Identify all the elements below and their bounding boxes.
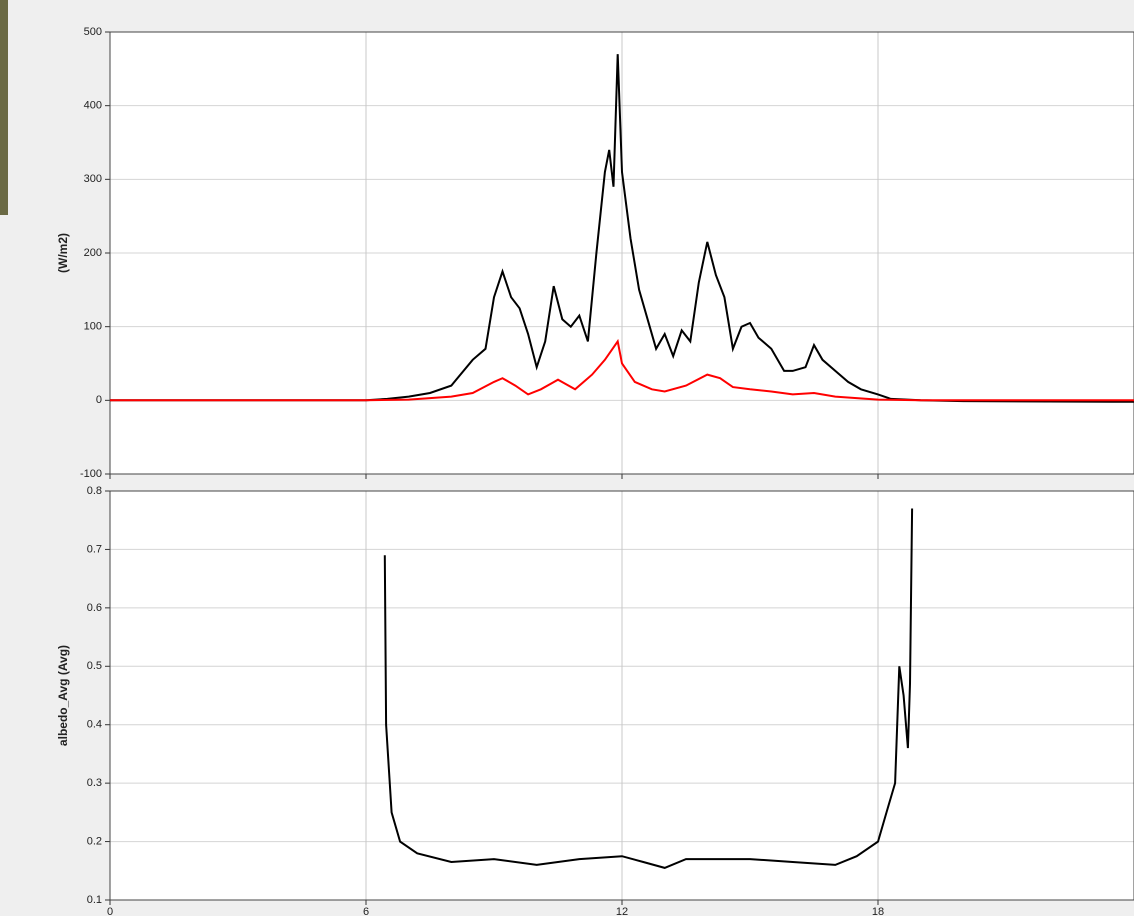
y-tick-label: 500 xyxy=(84,26,102,38)
plot-border xyxy=(109,31,1134,475)
y-axis-title: (W/m2) xyxy=(56,233,70,273)
y-tick-label: 0.8 xyxy=(87,485,102,497)
side-image xyxy=(0,0,8,215)
y-tick-label: 0.2 xyxy=(87,835,102,847)
y-tick-label: 0 xyxy=(96,394,102,406)
y-tick-label: 0.5 xyxy=(87,660,102,672)
y-tick-label: -100 xyxy=(80,468,102,480)
x-tick-label: 0 xyxy=(107,906,113,916)
y-tick-label: 0.3 xyxy=(87,777,102,789)
data-line xyxy=(110,338,1134,402)
y-tick-label: 400 xyxy=(84,100,102,112)
y-tick-label: 0.4 xyxy=(87,719,102,731)
y-tick-label: 200 xyxy=(84,247,102,259)
x-tick-label: 12 xyxy=(616,906,628,916)
y-tick-label: 0.7 xyxy=(87,543,102,555)
x-tick-label: 6 xyxy=(363,906,369,916)
plot-border xyxy=(109,490,1134,901)
y-tick-label: 300 xyxy=(84,173,102,185)
x-tick-label: 18 xyxy=(872,906,884,916)
y-tick-label: 0.6 xyxy=(87,602,102,614)
data-line xyxy=(110,54,1134,403)
y-tick-label: 100 xyxy=(84,321,102,333)
y-tick-label: 0.1 xyxy=(87,894,102,906)
data-line xyxy=(383,508,914,869)
y-axis-title: albedo_Avg (Avg) xyxy=(56,645,70,746)
